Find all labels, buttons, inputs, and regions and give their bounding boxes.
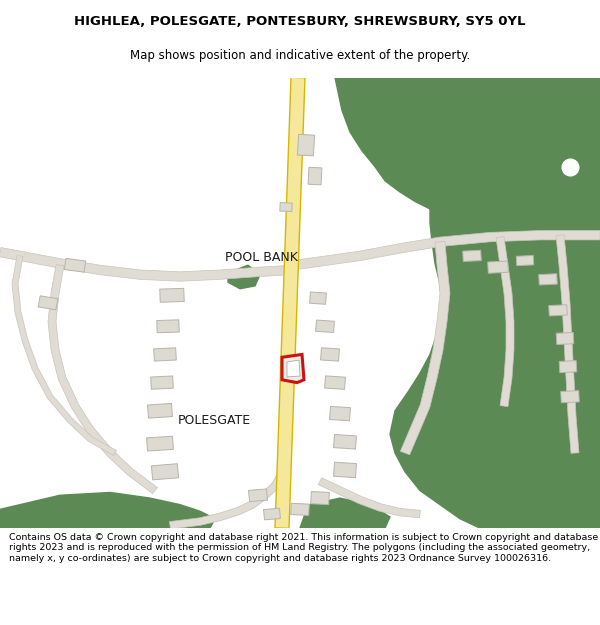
Polygon shape — [38, 296, 58, 310]
Polygon shape — [335, 78, 600, 235]
Polygon shape — [146, 436, 173, 451]
Polygon shape — [160, 288, 184, 302]
Polygon shape — [316, 320, 334, 332]
Polygon shape — [280, 202, 292, 211]
Polygon shape — [64, 258, 86, 272]
Polygon shape — [311, 491, 329, 504]
Text: Contains OS data © Crown copyright and database right 2021. This information is : Contains OS data © Crown copyright and d… — [9, 533, 598, 562]
Polygon shape — [263, 508, 280, 520]
Polygon shape — [290, 503, 310, 516]
Polygon shape — [539, 274, 557, 285]
Polygon shape — [151, 376, 173, 389]
Polygon shape — [298, 134, 314, 156]
Polygon shape — [400, 241, 450, 455]
Polygon shape — [329, 406, 350, 421]
Polygon shape — [275, 78, 305, 528]
Polygon shape — [310, 292, 326, 304]
Polygon shape — [0, 492, 215, 528]
Polygon shape — [287, 360, 300, 377]
Text: POOL BANK: POOL BANK — [225, 251, 298, 264]
Polygon shape — [496, 237, 514, 407]
Polygon shape — [169, 470, 287, 529]
Polygon shape — [154, 348, 176, 361]
Polygon shape — [390, 198, 600, 528]
Text: HIGHLEA, POLESGATE, PONTESBURY, SHREWSBURY, SY5 0YL: HIGHLEA, POLESGATE, PONTESBURY, SHREWSBU… — [74, 15, 526, 28]
Polygon shape — [559, 361, 577, 372]
Polygon shape — [0, 248, 292, 281]
Polygon shape — [320, 348, 340, 361]
Text: Map shows position and indicative extent of the property.: Map shows position and indicative extent… — [130, 49, 470, 62]
Polygon shape — [318, 478, 421, 518]
Polygon shape — [228, 265, 260, 289]
Polygon shape — [151, 464, 179, 480]
Polygon shape — [148, 403, 172, 418]
Polygon shape — [300, 498, 390, 528]
Polygon shape — [325, 376, 346, 389]
Polygon shape — [556, 235, 579, 453]
Polygon shape — [488, 261, 508, 273]
Polygon shape — [334, 434, 356, 449]
Polygon shape — [282, 354, 304, 382]
Polygon shape — [560, 391, 580, 402]
Polygon shape — [516, 256, 534, 266]
Polygon shape — [157, 320, 179, 332]
Polygon shape — [556, 332, 574, 344]
Polygon shape — [549, 305, 567, 316]
Polygon shape — [334, 462, 356, 478]
Text: POLESGATE: POLESGATE — [178, 414, 251, 427]
Polygon shape — [248, 489, 268, 502]
Polygon shape — [308, 168, 322, 185]
Polygon shape — [463, 250, 481, 261]
Polygon shape — [48, 264, 157, 494]
Polygon shape — [291, 231, 600, 270]
Polygon shape — [12, 256, 116, 456]
